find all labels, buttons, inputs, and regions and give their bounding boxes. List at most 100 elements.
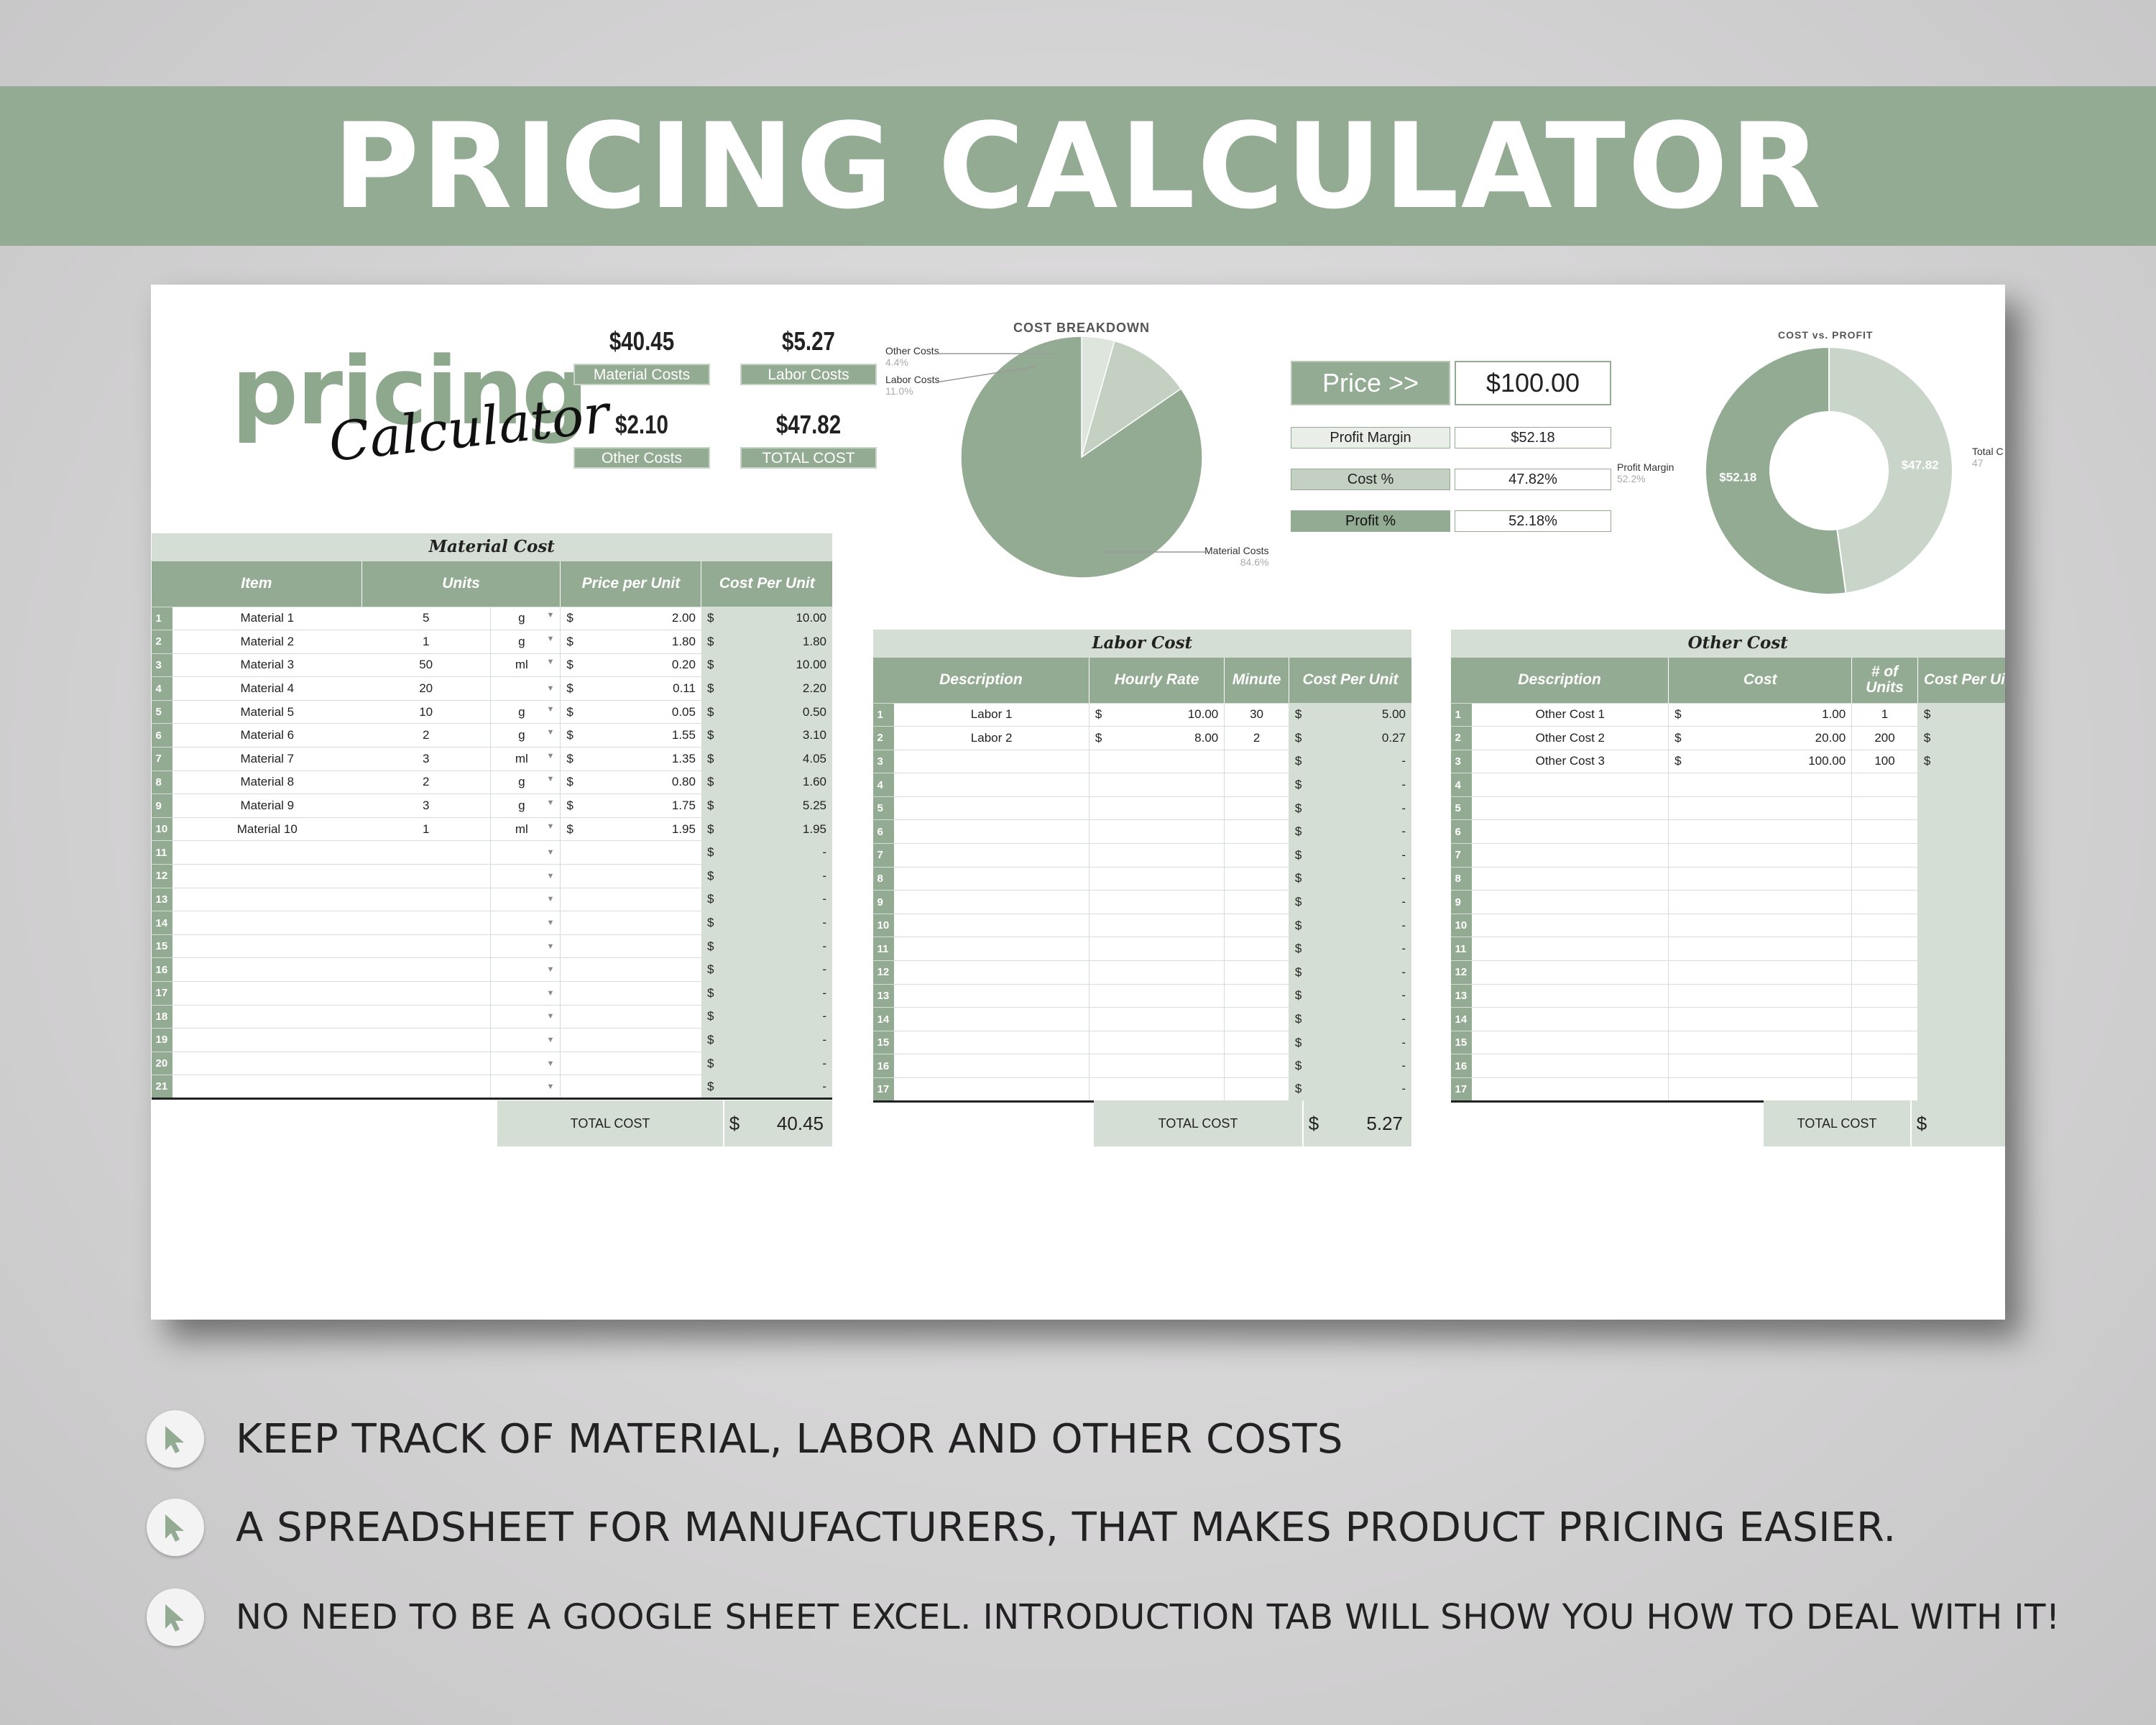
minute-cell[interactable]	[1224, 1031, 1289, 1055]
unit-select[interactable]: ▼	[490, 957, 561, 982]
units-cell[interactable]: 50	[361, 653, 491, 678]
price-cell[interactable]	[579, 981, 701, 1006]
rate-cell[interactable]	[1107, 1054, 1225, 1078]
dropdown-arrow-icon[interactable]: ▼	[546, 684, 555, 694]
units-cell[interactable]	[361, 888, 491, 912]
unit-select[interactable]: ▼	[490, 676, 561, 701]
dropdown-arrow-icon[interactable]: ▼	[546, 1035, 555, 1044]
dropdown-arrow-icon[interactable]: ▼	[546, 942, 555, 951]
description-cell[interactable]: Other Cost 1	[1472, 703, 1669, 727]
rate-cell[interactable]	[1107, 937, 1225, 962]
description-cell[interactable]: Labor 1	[894, 703, 1089, 727]
price-cell[interactable]: 0.20	[579, 653, 701, 678]
minute-cell[interactable]	[1224, 914, 1289, 938]
description-cell[interactable]	[894, 750, 1089, 774]
rate-cell[interactable]	[1107, 960, 1225, 985]
price-cell[interactable]: 1.95	[579, 817, 701, 842]
unit-select[interactable]: ▼	[490, 1052, 561, 1076]
minute-cell[interactable]	[1224, 843, 1289, 868]
description-cell[interactable]	[894, 773, 1089, 797]
unit-select[interactable]: ▼	[490, 888, 561, 912]
minute-cell[interactable]	[1224, 1077, 1289, 1103]
minute-cell[interactable]	[1224, 937, 1289, 962]
units-cell[interactable]: 2	[361, 723, 491, 748]
units-cell[interactable]	[1851, 960, 1918, 985]
units-cell[interactable]	[1851, 937, 1918, 962]
units-cell[interactable]: 200	[1851, 726, 1918, 750]
cost-input-cell[interactable]	[1687, 1031, 1852, 1055]
units-cell[interactable]: 1	[361, 817, 491, 842]
description-cell[interactable]	[1472, 1077, 1669, 1103]
rate-cell[interactable]	[1107, 796, 1225, 821]
minute-cell[interactable]	[1224, 773, 1289, 797]
minute-cell[interactable]	[1224, 960, 1289, 985]
unit-select[interactable]: g ▼	[490, 700, 561, 724]
price-cell[interactable]	[579, 1005, 701, 1029]
description-cell[interactable]	[894, 960, 1089, 985]
description-cell[interactable]	[1472, 914, 1669, 938]
item-cell[interactable]	[172, 934, 362, 959]
price-cell[interactable]	[579, 1075, 701, 1100]
unit-select[interactable]: ▼	[490, 911, 561, 935]
units-cell[interactable]	[1851, 1007, 1918, 1031]
unit-select[interactable]: ▼	[490, 981, 561, 1006]
rate-cell[interactable]	[1107, 890, 1225, 914]
dropdown-arrow-icon[interactable]: ▼	[546, 634, 555, 643]
minute-cell[interactable]: 2	[1224, 726, 1289, 750]
unit-select[interactable]: ml ▼	[490, 747, 561, 771]
description-cell[interactable]: Labor 2	[894, 726, 1089, 750]
cost-input-cell[interactable]	[1687, 1077, 1852, 1103]
units-cell[interactable]	[361, 1075, 491, 1100]
units-cell[interactable]	[1851, 1077, 1918, 1103]
description-cell[interactable]	[1472, 960, 1669, 985]
dropdown-arrow-icon[interactable]: ▼	[546, 751, 555, 760]
units-cell[interactable]	[361, 864, 491, 888]
dropdown-arrow-icon[interactable]: ▼	[546, 799, 555, 808]
minute-cell[interactable]	[1224, 867, 1289, 891]
item-cell[interactable]	[172, 840, 362, 865]
units-cell[interactable]	[1851, 819, 1918, 845]
item-cell[interactable]: Material 6	[172, 723, 362, 748]
minute-cell[interactable]	[1224, 984, 1289, 1008]
description-cell[interactable]	[1472, 819, 1669, 845]
item-cell[interactable]: Material 8	[172, 770, 362, 795]
unit-select[interactable]: ▼	[490, 1075, 561, 1100]
description-cell[interactable]	[894, 1077, 1089, 1103]
rate-cell[interactable]	[1107, 914, 1225, 938]
rate-cell[interactable]	[1107, 843, 1225, 868]
dropdown-arrow-icon[interactable]: ▼	[546, 919, 555, 928]
price-cell[interactable]: 1.55	[579, 723, 701, 748]
minute-cell[interactable]	[1224, 796, 1289, 821]
description-cell[interactable]	[1472, 984, 1669, 1008]
units-cell[interactable]	[1851, 773, 1918, 797]
item-cell[interactable]	[172, 1052, 362, 1076]
description-cell[interactable]	[1472, 890, 1669, 914]
description-cell[interactable]: Other Cost 2	[1472, 726, 1669, 750]
item-cell[interactable]: Material 10	[172, 817, 362, 842]
dropdown-arrow-icon[interactable]: ▼	[546, 895, 555, 904]
price-cell[interactable]	[579, 864, 701, 888]
dropdown-arrow-icon[interactable]: ▼	[546, 775, 555, 784]
rate-cell[interactable]: 10.00	[1107, 703, 1225, 727]
item-cell[interactable]: Material 7	[172, 747, 362, 771]
item-cell[interactable]	[172, 981, 362, 1006]
units-cell[interactable]	[1851, 914, 1918, 938]
unit-select[interactable]: g ▼	[490, 607, 561, 631]
item-cell[interactable]: Material 1	[172, 607, 362, 631]
units-cell[interactable]: 5	[361, 607, 491, 631]
description-cell[interactable]	[894, 867, 1089, 891]
price-cell[interactable]	[579, 1028, 701, 1052]
dropdown-arrow-icon[interactable]: ▼	[546, 1082, 555, 1091]
description-cell[interactable]	[1472, 867, 1669, 891]
price-cell[interactable]	[579, 1052, 701, 1076]
description-cell[interactable]	[894, 914, 1089, 938]
cost-input-cell[interactable]	[1687, 1007, 1852, 1031]
unit-select[interactable]: ▼	[490, 840, 561, 865]
price-cell[interactable]	[579, 911, 701, 935]
minute-cell[interactable]	[1224, 1054, 1289, 1078]
minute-cell[interactable]	[1224, 750, 1289, 774]
description-cell[interactable]	[894, 819, 1089, 845]
dropdown-arrow-icon[interactable]: ▼	[546, 1059, 555, 1068]
unit-select[interactable]: ▼	[490, 1028, 561, 1052]
dropdown-arrow-icon[interactable]: ▼	[546, 1012, 555, 1021]
